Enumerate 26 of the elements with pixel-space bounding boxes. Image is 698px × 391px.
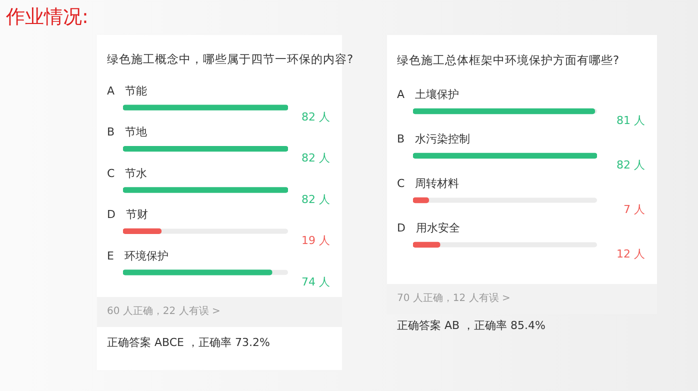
data-label: 12 人 [616, 248, 645, 261]
text: 60 人正确，22 人有误 > [97, 297, 342, 327]
y-tick-label: D 节财 [107, 208, 148, 222]
data-label: 82 人 [302, 192, 330, 206]
bar [413, 242, 440, 248]
text: 正确答案 AB ，正确率 85.4% [397, 318, 546, 333]
text: 正确答案 ABCE ，正确率 73.2% [107, 335, 270, 350]
y-tick-label: A 节能 [107, 84, 148, 98]
data-label: 74 人 [302, 275, 330, 288]
y-tick-label: C 周转材料 [397, 177, 460, 190]
data-label: 19 人 [302, 234, 330, 248]
data-label: 82 人 [616, 158, 645, 172]
data-label: 81 人 [616, 114, 645, 128]
text: 作业情况: [6, 5, 88, 30]
y-tick-label: D 用水安全 [397, 222, 460, 235]
chart-title: 绿色施工总体框架中环境保护方面有哪些? [397, 53, 620, 68]
data-label: 82 人 [302, 110, 330, 124]
y-tick-label: C 节水 [107, 166, 148, 180]
chart-title: 绿色施工概念中，哪些属于四节一环保的内容? [107, 52, 354, 67]
y-tick-label: A 土壤保护 [397, 88, 460, 102]
y-tick-label: E 环境保护 [107, 249, 168, 262]
data-label: 7 人 [624, 203, 645, 216]
data-label: 82 人 [302, 152, 330, 165]
text: 70 人正确，12 人有误 > [387, 284, 657, 314]
y-tick-label: B 节地 [107, 126, 148, 139]
y-tick-label: B 水污染控制 [397, 132, 470, 146]
